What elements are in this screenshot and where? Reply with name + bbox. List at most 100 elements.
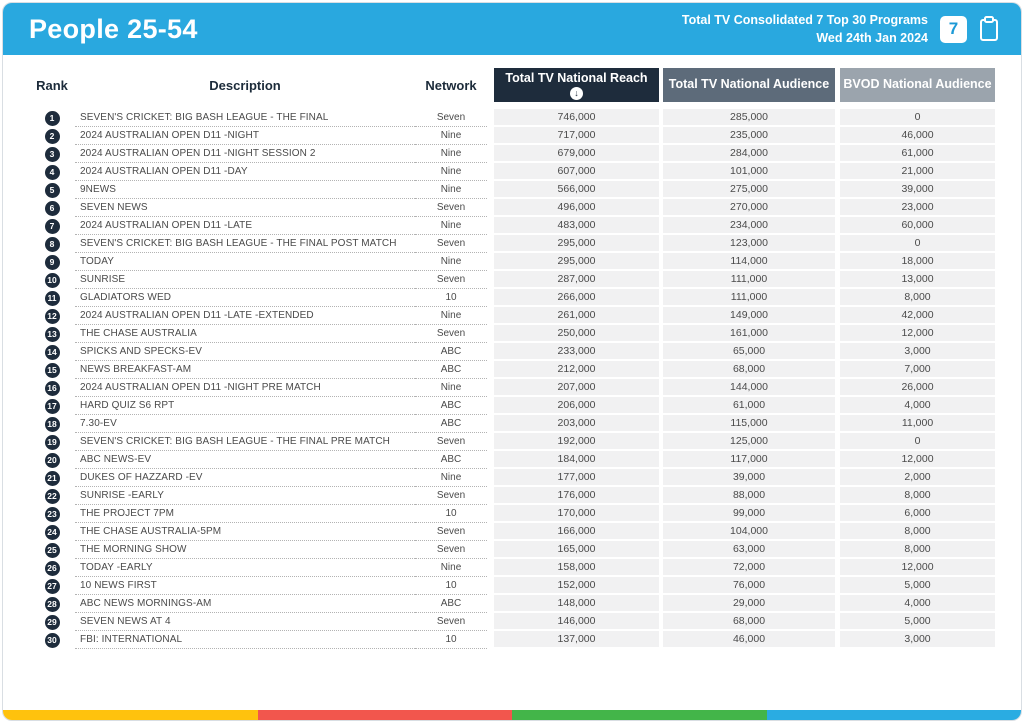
program-description: SEVEN'S CRICKET: BIG BASH LEAGUE - THE F… <box>75 235 415 253</box>
program-network: Seven <box>415 487 487 505</box>
table-row: 24 THE CHASE AUSTRALIA-5PM Seven 166,000… <box>29 523 995 541</box>
column-header-description: Description <box>75 68 415 109</box>
reach-value: 137,000 <box>487 631 659 649</box>
table-row: 8 SEVEN'S CRICKET: BIG BASH LEAGUE - THE… <box>29 235 995 253</box>
bvod-value: 4,000 <box>835 595 995 613</box>
report-subtitle-line1: Total TV Consolidated 7 Top 30 Programs <box>681 12 928 27</box>
program-network: Nine <box>415 253 487 271</box>
bvod-value: 2,000 <box>835 469 995 487</box>
rank-badge: 6 <box>44 200 60 216</box>
program-network: Seven <box>415 613 487 631</box>
bvod-value: 12,000 <box>835 559 995 577</box>
program-network: Seven <box>415 523 487 541</box>
bvod-value: 8,000 <box>835 487 995 505</box>
reach-value: 152,000 <box>487 577 659 595</box>
program-description: SUNRISE -EARLY <box>75 487 415 505</box>
audience-value: 111,000 <box>659 289 835 307</box>
rank-badge: 26 <box>44 560 60 576</box>
audience-value: 76,000 <box>659 577 835 595</box>
audience-value: 115,000 <box>659 415 835 433</box>
rank-badge: 8 <box>44 236 60 252</box>
bvod-value: 39,000 <box>835 181 995 199</box>
audience-value: 88,000 <box>659 487 835 505</box>
reach-value: 566,000 <box>487 181 659 199</box>
bvod-value: 8,000 <box>835 541 995 559</box>
reach-value: 158,000 <box>487 559 659 577</box>
bvod-value: 12,000 <box>835 325 995 343</box>
program-network: 10 <box>415 577 487 595</box>
reach-value: 177,000 <box>487 469 659 487</box>
reach-value: 287,000 <box>487 271 659 289</box>
rank-badge: 2 <box>44 128 60 144</box>
column-header-total-tv-national-reach: Total TV National Reach ↓ <box>487 68 659 109</box>
audience-value: 270,000 <box>659 199 835 217</box>
program-description: THE PROJECT 7PM <box>75 505 415 523</box>
program-description: ABC NEWS-EV <box>75 451 415 469</box>
program-description: 2024 AUSTRALIAN OPEN D11 -LATE <box>75 217 415 235</box>
rank-badge: 1 <box>44 110 60 126</box>
table-row: 4 2024 AUSTRALIAN OPEN D11 -DAY Nine 607… <box>29 163 995 181</box>
table-row: 5 9NEWS Nine 566,000 275,000 39,000 <box>29 181 995 199</box>
table-row: 22 SUNRISE -EARLY Seven 176,000 88,000 8… <box>29 487 995 505</box>
reach-value: 717,000 <box>487 127 659 145</box>
stripe-segment <box>257 710 512 720</box>
audience-value: 99,000 <box>659 505 835 523</box>
rank-badge: 17 <box>44 398 60 414</box>
column-header-network: Network <box>415 68 487 109</box>
program-description: SEVEN NEWS AT 4 <box>75 613 415 631</box>
rank-badge: 29 <box>44 614 60 630</box>
rank-badge: 4 <box>44 164 60 180</box>
audience-value: 46,000 <box>659 631 835 649</box>
program-network: Nine <box>415 127 487 145</box>
rank-badge: 25 <box>44 542 60 558</box>
reach-header-label: Total TV National Reach <box>505 70 648 85</box>
table-row: 21 DUKES OF HAZZARD -EV Nine 177,000 39,… <box>29 469 995 487</box>
program-description: HARD QUIZ S6 RPT <box>75 397 415 415</box>
rank-badge: 24 <box>44 524 60 540</box>
bvod-value: 4,000 <box>835 397 995 415</box>
clipboard-icon <box>980 16 998 41</box>
table-row: 25 THE MORNING SHOW Seven 165,000 63,000… <box>29 541 995 559</box>
rank-badge: 5 <box>44 182 60 198</box>
rank-badge: 3 <box>44 146 60 162</box>
rank-badge: 28 <box>44 596 60 612</box>
page-title: People 25-54 <box>29 13 198 44</box>
bvod-value: 5,000 <box>835 613 995 631</box>
table-body: 1 SEVEN'S CRICKET: BIG BASH LEAGUE - THE… <box>29 109 995 649</box>
rank-badge: 11 <box>44 290 60 306</box>
program-description: 7.30-EV <box>75 415 415 433</box>
table-row: 30 FBI: INTERNATIONAL 10 137,000 46,000 … <box>29 631 995 649</box>
report-subtitle: Total TV Consolidated 7 Top 30 Programs … <box>682 11 928 47</box>
column-header-bvod-national-audience: BVOD National Audience <box>835 68 995 109</box>
reach-value: 165,000 <box>487 541 659 559</box>
rank-badge: 15 <box>44 362 60 378</box>
reach-value: 607,000 <box>487 163 659 181</box>
bvod-value: 0 <box>835 109 995 127</box>
program-description: THE CHASE AUSTRALIA <box>75 325 415 343</box>
programs-table: Rank Description Network Total TV Nation… <box>29 68 995 649</box>
rank-badge: 10 <box>44 272 60 288</box>
program-network: Seven <box>415 325 487 343</box>
audience-value: 117,000 <box>659 451 835 469</box>
program-network: Nine <box>415 307 487 325</box>
table-row: 23 THE PROJECT 7PM 10 170,000 99,000 6,0… <box>29 505 995 523</box>
reach-value: 166,000 <box>487 523 659 541</box>
table-row: 14 SPICKS AND SPECKS-EV ABC 233,000 65,0… <box>29 343 995 361</box>
program-network: Seven <box>415 433 487 451</box>
program-network: Seven <box>415 109 487 127</box>
program-description: 2024 AUSTRALIAN OPEN D11 -NIGHT <box>75 127 415 145</box>
program-description: TODAY <box>75 253 415 271</box>
reach-value: 203,000 <box>487 415 659 433</box>
stripe-segment <box>512 710 767 720</box>
table-row: 10 SUNRISE Seven 287,000 111,000 13,000 <box>29 271 995 289</box>
header-bar: People 25-54 Total TV Consolidated 7 Top… <box>3 3 1021 55</box>
bvod-value: 46,000 <box>835 127 995 145</box>
reach-value: 233,000 <box>487 343 659 361</box>
program-network: Seven <box>415 541 487 559</box>
bvod-value: 0 <box>835 235 995 253</box>
program-description: THE CHASE AUSTRALIA-5PM <box>75 523 415 541</box>
table-row: 15 NEWS BREAKFAST-AM ABC 212,000 68,000 … <box>29 361 995 379</box>
program-network: ABC <box>415 595 487 613</box>
table-row: 13 THE CHASE AUSTRALIA Seven 250,000 161… <box>29 325 995 343</box>
